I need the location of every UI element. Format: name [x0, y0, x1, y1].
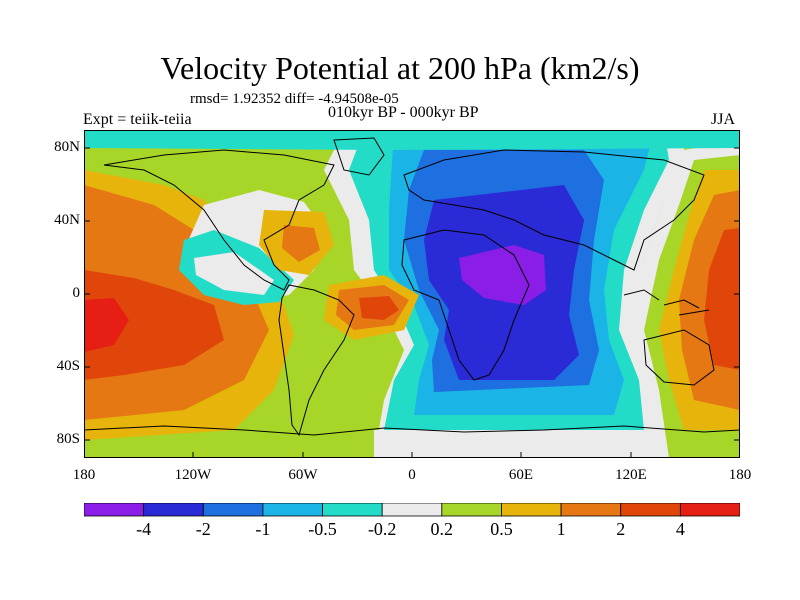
lat-label-40s: 40S [56, 358, 80, 374]
contour-caribbean-1 [282, 225, 320, 262]
colorbar-box [84, 503, 145, 517]
lon-label-180w: 180 [72, 467, 96, 483]
coast-south-america [278, 284, 355, 437]
colorbar-box [501, 503, 562, 517]
contour-min [459, 245, 546, 305]
colorbar-label: 0.2 [430, 519, 454, 539]
lon-label-120w: 120W [174, 467, 212, 483]
contour-southern-band [374, 430, 659, 458]
colorbar-label: -2 [195, 519, 211, 539]
colorbar-box [620, 503, 681, 517]
colorbar-label: -4 [136, 519, 152, 539]
contour-west-pos-2 [84, 270, 224, 380]
lon-label-180e: 180 [728, 467, 752, 483]
colorbar-box [143, 503, 204, 517]
colorbar-label: -1 [255, 519, 271, 539]
experiment-label: Expt = teiik-teiia [83, 111, 192, 128]
lat-label-0: 0 [72, 285, 81, 301]
colorbar-box [381, 503, 443, 517]
colorbar-label: 4 [675, 519, 685, 539]
lon-label-0: 0 [408, 467, 416, 483]
colorbar-label: -0.2 [367, 519, 397, 539]
lon-label-60e: 60E [508, 467, 534, 483]
colorbar-box [202, 503, 264, 517]
coast-australia [643, 329, 715, 386]
coastlines [84, 137, 740, 437]
contour-east-pos-4 [704, 228, 740, 370]
velocity-potential-map [84, 130, 740, 458]
lat-label-80s: 80S [56, 431, 80, 447]
coast-europe-asia [403, 149, 705, 271]
season-label: JJA [711, 111, 736, 128]
contour-west-pos-4 [84, 298, 129, 352]
colorbar-box [679, 503, 740, 517]
colorbar [84, 503, 740, 517]
colorbar-label: -0.5 [308, 519, 337, 539]
map-title: Velocity Potential at 200 hPa (km2/s) [160, 50, 640, 86]
colorbar-box [322, 503, 383, 517]
contour-atlantic-2 [359, 296, 399, 320]
colorbar-box [560, 503, 622, 517]
period-label: 010kyr BP - 000kyr BP [328, 104, 479, 121]
lon-label-60w: 60W [288, 467, 318, 483]
colorbar-box [262, 503, 323, 517]
axis-ticks [84, 147, 740, 458]
stats-text: rmsd= 1.92352 diff= -4.94508e-05 [190, 91, 399, 107]
contour-americas-white-inner [194, 252, 274, 295]
lat-label-80n: 80N [54, 139, 80, 155]
lat-label-40n: 40N [54, 212, 80, 228]
coast-africa [401, 229, 530, 381]
colorbar-label: 0.5 [490, 519, 513, 539]
colorbar-box [441, 503, 502, 517]
coast-greenland [333, 137, 385, 176]
lon-label-120e: 120E [615, 467, 647, 483]
coast-antarctica [84, 425, 740, 436]
coast-maritime-continent [623, 289, 710, 316]
contour-arctic-band [84, 130, 740, 150]
coast-north-america [103, 149, 335, 291]
colorbar-label: 2 [616, 519, 626, 539]
colorbar-label: 1 [556, 519, 566, 539]
